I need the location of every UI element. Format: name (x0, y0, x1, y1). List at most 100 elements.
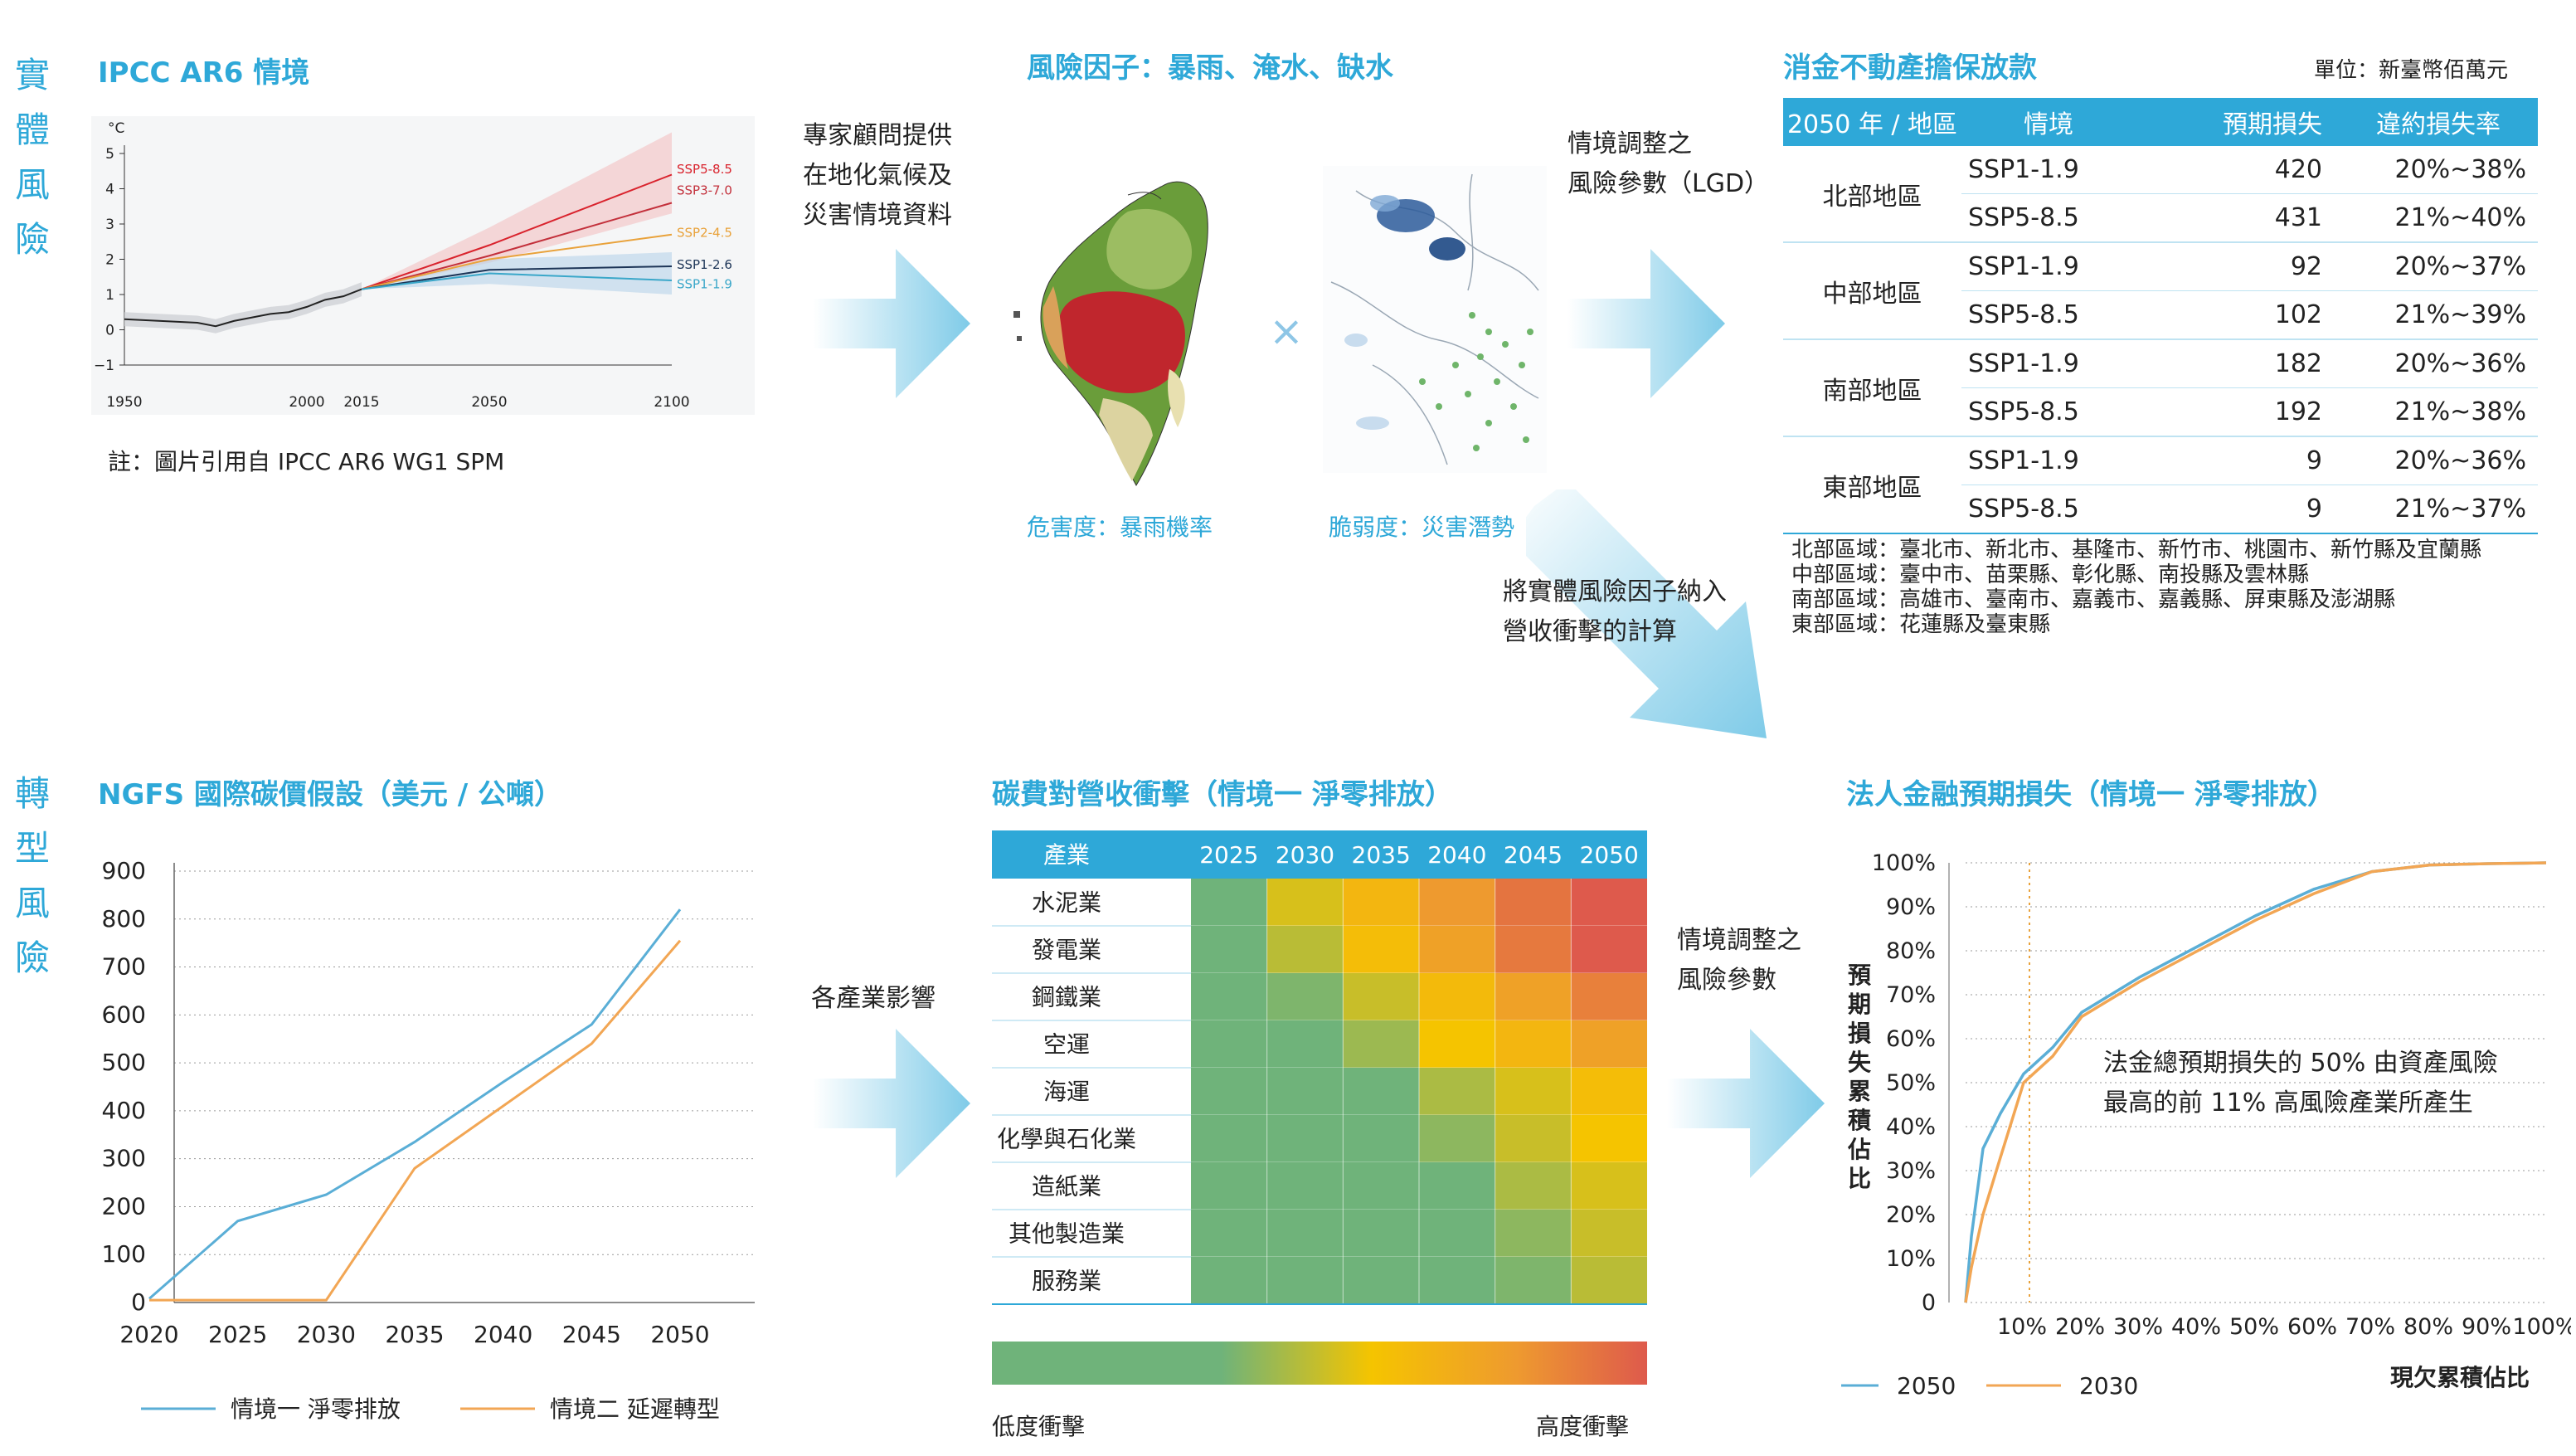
loan-title: 消金不動產擔保放款 (1783, 51, 2037, 85)
carbon-cell (1343, 1115, 1420, 1162)
carbon-cell (1191, 1068, 1268, 1115)
arrow-right-icon (813, 249, 970, 398)
carbon-row-label: 其他製造業 (1009, 1220, 1125, 1248)
loan-table: 2050 年 / 地區 情境 預期損失 違約損失率 北部地區 SSP1-1.9 … (1783, 98, 2538, 534)
corp-xlabel: 現欠累積佔比 (2390, 1364, 2530, 1391)
carbon-row-label: 空運 (1043, 1031, 1090, 1059)
carbon-cell (1571, 1068, 1647, 1115)
carbon-header-year: 2035 (1352, 841, 1411, 869)
carbon-cell (1495, 879, 1572, 926)
ipcc-xtick-label: 2100 (654, 394, 689, 411)
loan-unit: 單位：新臺幣佰萬元 (2314, 58, 2509, 83)
carbon-cell (1191, 879, 1268, 926)
loss-cell: 420 (2136, 146, 2339, 194)
ipcc-ytick-label: 2 (105, 252, 114, 269)
carbon-cell (1266, 1020, 1344, 1068)
carbon-cell (1343, 1257, 1420, 1304)
ngfs-ytick-label: 0 (131, 1288, 146, 1316)
ngfs-ytick-label: 500 (102, 1049, 146, 1076)
carbon-cell (1419, 879, 1496, 926)
loss-cell: 9 (2136, 436, 2339, 485)
scenario-cell: SSP5-8.5 (1961, 485, 2136, 534)
loss-cell: 9 (2136, 485, 2339, 534)
carbon-row-label: 發電業 (1032, 937, 1101, 964)
carbon-row-label: 鋼鐵業 (1032, 984, 1101, 1011)
carbon-cell (1571, 973, 1647, 1020)
carbon-cell (1571, 1115, 1647, 1162)
ipcc-series-label: SSP1-1.9 (677, 276, 732, 291)
risk-factor-title: 風險因子：暴雨、淹水、缺水 (1027, 51, 1393, 85)
carbon-cell (1419, 1068, 1496, 1115)
low-impact-label: 低度衝擊 (992, 1413, 1086, 1440)
adjust-text: 情境調整之 風險參數（LGD） (1567, 129, 1770, 198)
transition-risk-label: 轉型風險 (14, 773, 50, 978)
region-central: 中部地區 (1783, 242, 1961, 340)
carbon-cell (1419, 1020, 1496, 1068)
header-expected-loss: 預期損失 (2136, 98, 2339, 146)
carbon-header-year: 2050 (1580, 841, 1639, 869)
carbon-cell (1495, 973, 1572, 1020)
carbon-cell (1191, 973, 1268, 1020)
region-east: 東部地區 (1783, 436, 1961, 534)
corp-xtick-label: 80% (2403, 1314, 2453, 1340)
carbon-cell (1419, 973, 1496, 1020)
vulnerability-caption: 脆弱度：災害潛勢 (1329, 514, 1515, 541)
corp-ytick-label: 70% (1886, 982, 1936, 1008)
ngfs-xtick-label: 2020 (119, 1321, 178, 1348)
corp-ytick-label: 90% (1886, 894, 1936, 920)
carbon-header-industry: 產業 (1043, 841, 1090, 869)
carbon-header-bar (992, 830, 1647, 879)
carbon-header-year: 2045 (1504, 841, 1563, 869)
carbon-cell (1266, 1210, 1344, 1257)
lgd-cell: 21%~37% (2339, 485, 2538, 534)
header-lgd: 違約損失率 (2339, 98, 2538, 146)
corp-xtick-label: 20% (2055, 1314, 2105, 1340)
loan-note: 東部區域：花蓮縣及臺東縣 (1791, 612, 2051, 637)
carbon-header-year: 2025 (1199, 841, 1258, 869)
ngfs-legend-label: 情境二 延遲轉型 (550, 1395, 720, 1423)
corp-xtick-label: 60% (2287, 1314, 2337, 1340)
loan-notes: 北部區域：臺北市、新北市、基隆市、新竹市、桃園市、新竹縣及宜蘭縣 中部區域：臺中… (1791, 538, 2481, 637)
scenario-cell: SSP1-1.9 (1961, 242, 2136, 291)
corp-xtick-label: 50% (2229, 1314, 2279, 1340)
corp-series-line (1964, 861, 2547, 1303)
corp-xtick-label: 90% (2462, 1314, 2511, 1340)
loan-note: 中部區域：臺中市、苗栗縣、彰化縣、南投縣及雲林縣 (1791, 562, 2310, 587)
header-scenario: 情境 (1961, 98, 2136, 146)
scenario-cell: SSP1-1.9 (1961, 339, 2136, 388)
carbon-cell (1571, 1210, 1647, 1257)
ipcc-low-band (362, 252, 672, 295)
carbon-cell (1343, 1020, 1420, 1068)
carbon-cell (1343, 1162, 1420, 1210)
carbon-row-label: 服務業 (1032, 1268, 1101, 1295)
corp-ylabel-char: 損 (1848, 1020, 1871, 1047)
corp-ytick-label: 30% (1886, 1158, 1936, 1184)
carbon-cell (1571, 1257, 1647, 1304)
corp-ytick-label: 40% (1886, 1114, 1936, 1140)
ngfs-ytick-label: 600 (102, 1001, 146, 1028)
scenario-cell: SSP1-1.9 (1961, 436, 2136, 485)
carbon-cell (1571, 926, 1647, 973)
region-south: 南部地區 (1783, 339, 1961, 437)
corp-chart: 100%90%80%70%60%50%40%30%20%10%010% 20% 30… (1841, 850, 2571, 1400)
ngfs-chart: 900 800 700 600 500 400 300 200 100 0 2020 2025 2030… (102, 857, 755, 1423)
carbon-cell (1343, 973, 1420, 1020)
ipcc-xtick-label: 2015 (343, 394, 379, 411)
corp-ytick-label: 0 (1922, 1290, 1936, 1316)
ipcc-hist-band (124, 282, 362, 334)
ngfs-ytick-label: 800 (102, 905, 146, 933)
corp-ylabel-char: 預 (1848, 962, 1872, 989)
carbon-cell (1343, 1210, 1420, 1257)
lgd-cell: 20%~36% (2339, 436, 2538, 485)
corp-annotation: 法金總預期損失的 50% 由資產風險 最高的前 11% 高風險產業所產生 (2103, 1049, 2498, 1118)
region-north: 北部地區 (1783, 146, 1961, 243)
corp-ytick-label: 60% (1886, 1026, 1936, 1052)
ngfs-series-line (149, 939, 682, 1302)
scenario-cell: SSP5-8.5 (1961, 387, 2136, 437)
carbon-cell (1571, 1020, 1647, 1068)
header-region: 2050 年 / 地區 (1783, 98, 1961, 146)
ipcc-ytick-label: 1 (105, 287, 114, 304)
corp-ytick-label: 80% (1886, 938, 1936, 964)
carbon-title: 碳費對營收衝擊（情境一 淨零排放） (992, 778, 1453, 811)
ngfs-xtick-label: 2050 (650, 1321, 709, 1348)
